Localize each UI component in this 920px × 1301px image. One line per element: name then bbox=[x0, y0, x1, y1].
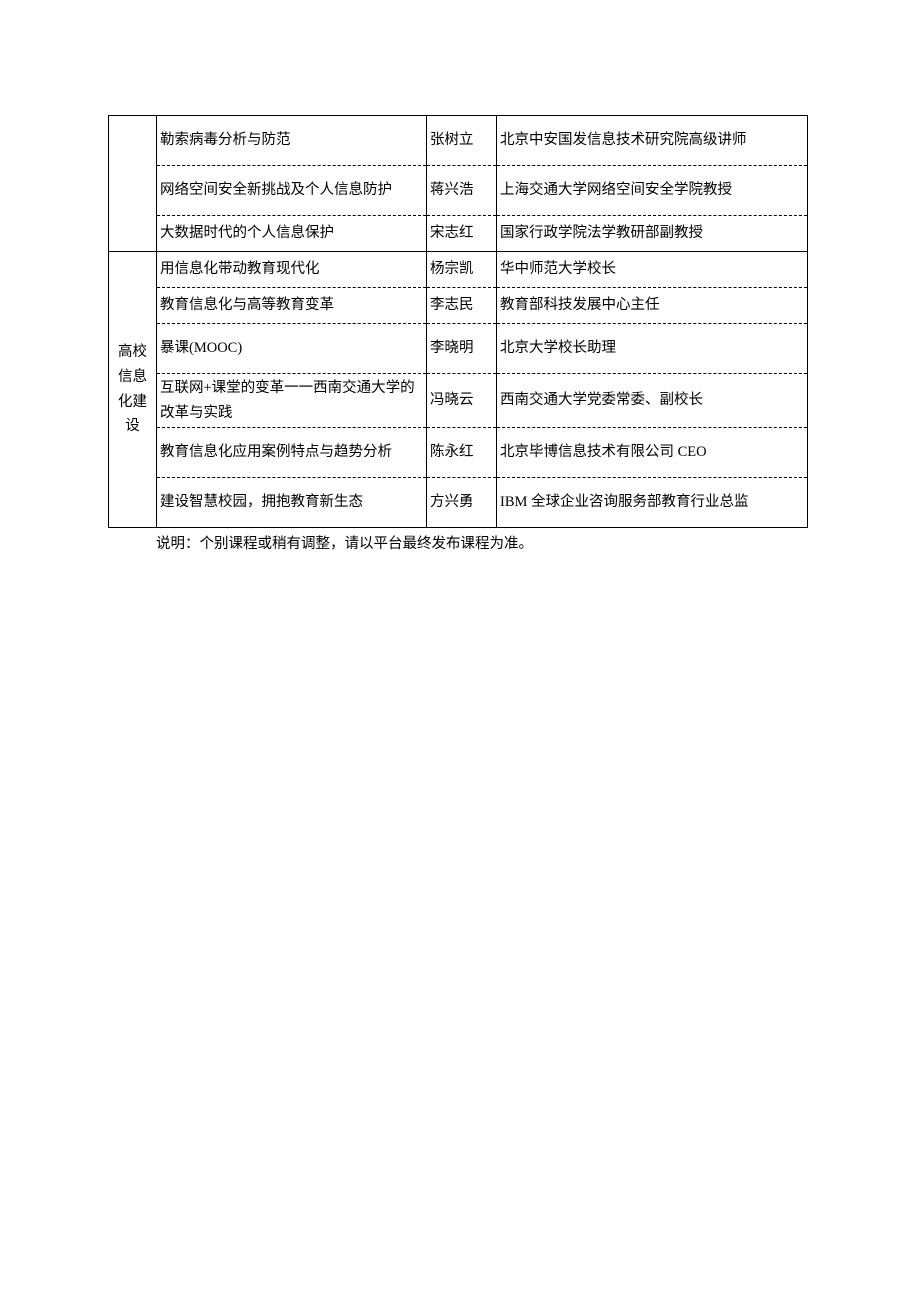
category-cell-empty bbox=[109, 116, 157, 252]
category-label: 高校信息化建设 bbox=[118, 344, 147, 434]
affiliation-cell: 西南交通大学党委常委、副校长 bbox=[497, 374, 808, 428]
name-cell: 李志民 bbox=[427, 288, 497, 324]
affiliation-cell: 华中师范大学校长 bbox=[497, 252, 808, 288]
table-row: 网络空间安全新挑战及个人信息防护 蒋兴浩 上海交通大学网络空间安全学院教授 bbox=[109, 166, 808, 216]
table-row: 高校信息化建设 用信息化带动教育现代化 杨宗凯 华中师范大学校长 bbox=[109, 252, 808, 288]
affiliation-cell: 北京毕博信息技术有限公司 CEO bbox=[497, 428, 808, 478]
name-cell: 冯晓云 bbox=[427, 374, 497, 428]
table-row: 教育信息化与高等教育变革 李志民 教育部科技发展中心主任 bbox=[109, 288, 808, 324]
table-row: 互联网+课堂的变革一一西南交通大学的改革与实践 冯晓云 西南交通大学党委常委、副… bbox=[109, 374, 808, 428]
course-cell: 教育信息化应用案例特点与趋势分析 bbox=[157, 428, 427, 478]
course-cell: 建设智慧校园，拥抱教育新生态 bbox=[157, 478, 427, 528]
course-cell: 教育信息化与高等教育变革 bbox=[157, 288, 427, 324]
name-cell: 杨宗凯 bbox=[427, 252, 497, 288]
name-cell: 张树立 bbox=[427, 116, 497, 166]
course-cell: 互联网+课堂的变革一一西南交通大学的改革与实践 bbox=[157, 374, 427, 428]
course-cell: 网络空间安全新挑战及个人信息防护 bbox=[157, 166, 427, 216]
table-row: 大数据时代的个人信息保护 宋志红 国家行政学院法学教研部副教授 bbox=[109, 216, 808, 252]
name-cell: 陈永红 bbox=[427, 428, 497, 478]
affiliation-cell: 国家行政学院法学教研部副教授 bbox=[497, 216, 808, 252]
table-row: 勒索病毒分析与防范 张树立 北京中安国发信息技术研究院高级讲师 bbox=[109, 116, 808, 166]
table-row: 建设智慧校园，拥抱教育新生态 方兴勇 IBM 全球企业咨询服务部教育行业总监 bbox=[109, 478, 808, 528]
name-cell: 蒋兴浩 bbox=[427, 166, 497, 216]
table-row: 暴课(MOOC) 李晓明 北京大学校长助理 bbox=[109, 324, 808, 374]
table-row: 教育信息化应用案例特点与趋势分析 陈永红 北京毕博信息技术有限公司 CEO bbox=[109, 428, 808, 478]
affiliation-cell: 教育部科技发展中心主任 bbox=[497, 288, 808, 324]
affiliation-cell: 北京大学校长助理 bbox=[497, 324, 808, 374]
affiliation-cell: IBM 全球企业咨询服务部教育行业总监 bbox=[497, 478, 808, 528]
course-cell: 勒索病毒分析与防范 bbox=[157, 116, 427, 166]
course-cell: 大数据时代的个人信息保护 bbox=[157, 216, 427, 252]
course-table-container: 勒索病毒分析与防范 张树立 北京中安国发信息技术研究院高级讲师 网络空间安全新挑… bbox=[108, 115, 808, 556]
affiliation-cell: 北京中安国发信息技术研究院高级讲师 bbox=[497, 116, 808, 166]
name-cell: 宋志红 bbox=[427, 216, 497, 252]
course-table: 勒索病毒分析与防范 张树立 北京中安国发信息技术研究院高级讲师 网络空间安全新挑… bbox=[108, 115, 808, 528]
name-cell: 李晓明 bbox=[427, 324, 497, 374]
affiliation-cell: 上海交通大学网络空间安全学院教授 bbox=[497, 166, 808, 216]
name-cell: 方兴勇 bbox=[427, 478, 497, 528]
category-cell: 高校信息化建设 bbox=[109, 252, 157, 528]
course-cell: 用信息化带动教育现代化 bbox=[157, 252, 427, 288]
table-body: 勒索病毒分析与防范 张树立 北京中安国发信息技术研究院高级讲师 网络空间安全新挑… bbox=[109, 116, 808, 528]
footer-note: 说明：个别课程或稍有调整，请以平台最终发布课程为准。 bbox=[108, 528, 808, 556]
course-cell: 暴课(MOOC) bbox=[157, 324, 427, 374]
